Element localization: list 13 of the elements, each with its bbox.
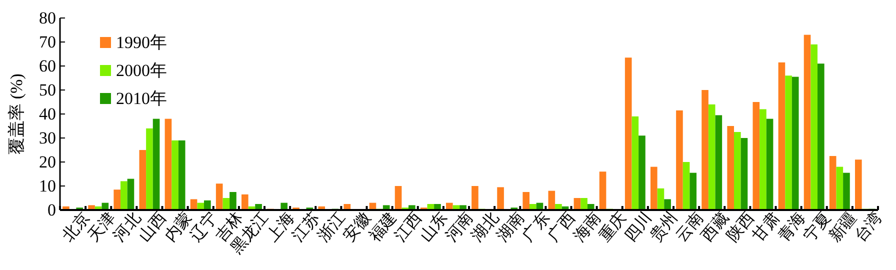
- legend-label: 2010年: [116, 89, 167, 108]
- y-tick-label: 10: [39, 176, 56, 196]
- y-tick-label: 30: [39, 128, 56, 148]
- y-tick-label: 50: [39, 80, 56, 100]
- y-tick-label: 40: [39, 104, 56, 124]
- y-tick-label: 80: [39, 8, 56, 28]
- y-axis-title: 覆盖率 (%): [7, 74, 26, 154]
- legend-label: 2000年: [116, 61, 167, 80]
- legend-label: 1990年: [116, 33, 167, 52]
- y-tick-label: 0: [48, 200, 56, 220]
- y-tick-label: 20: [39, 152, 56, 172]
- y-tick-label: 70: [39, 32, 56, 52]
- y-tick-label: 60: [39, 56, 56, 76]
